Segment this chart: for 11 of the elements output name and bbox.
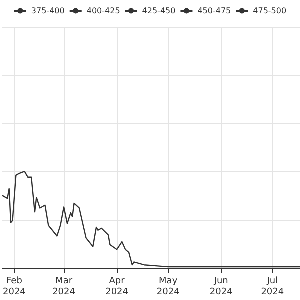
legend-label: 400-425 (86, 6, 120, 16)
x-tick-label: Jun 2024 (210, 276, 234, 298)
x-tick-label: Mar 2024 (52, 276, 76, 298)
x-tick-label: Jul 2024 (261, 276, 284, 298)
legend-label: 450-475 (198, 6, 232, 16)
x-tick-label: Feb 2024 (3, 276, 26, 298)
x-tick-label: May 2024 (156, 276, 180, 298)
x-tick-label: Apr 2024 (106, 276, 129, 298)
legend-label: 375-400 (31, 6, 65, 16)
legend-label: 425-450 (142, 6, 176, 16)
legend-label: 475-500 (253, 6, 287, 16)
